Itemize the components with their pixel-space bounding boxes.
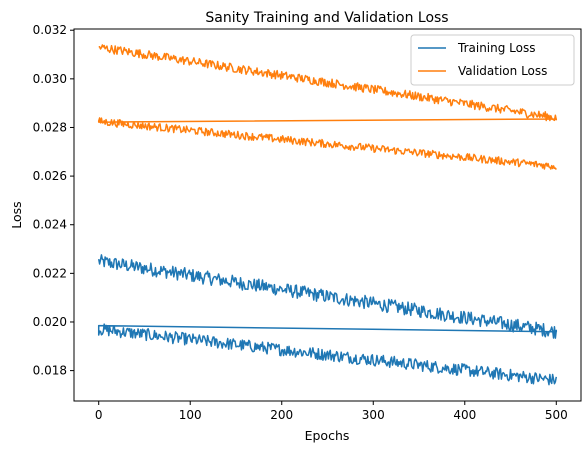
legend-box: [410, 34, 575, 86]
plot-lines: [97, 44, 558, 386]
y-tick-label: 0.030: [33, 72, 67, 86]
y-tick-label: 0.032: [33, 23, 67, 37]
y-axis-label: Loss: [9, 201, 24, 228]
series-line-training: [97, 254, 558, 386]
y-tick-label: 0.020: [33, 315, 67, 329]
x-tick-label: 0: [95, 408, 103, 422]
legend-label-validation: Validation Loss: [458, 64, 547, 78]
x-axis-ticks: 0 100 200 300 400 500: [95, 401, 568, 422]
x-tick-label: 200: [270, 408, 293, 422]
x-tick-label: 300: [362, 408, 385, 422]
y-tick-label: 0.018: [33, 364, 67, 378]
y-tick-label: 0.022: [33, 266, 67, 280]
y-tick-label: 0.024: [33, 218, 67, 232]
chart-title: Sanity Training and Validation Loss: [205, 10, 448, 26]
x-axis-label: Epochs: [305, 428, 350, 443]
y-tick-label: 0.028: [33, 120, 67, 134]
plot-frame: [73, 28, 582, 402]
y-axis-ticks: 0.018 0.020 0.022 0.024 0.026 0.028 0.030 0.032: [33, 23, 74, 378]
series-line-validation: [97, 44, 558, 170]
legend: Training Loss Validation Loss: [410, 34, 575, 86]
x-tick-label: 100: [179, 408, 202, 422]
legend-label-training: Training Loss: [457, 41, 535, 55]
x-tick-label: 400: [453, 408, 476, 422]
y-tick-label: 0.026: [33, 169, 67, 183]
x-tick-label: 500: [545, 408, 568, 422]
